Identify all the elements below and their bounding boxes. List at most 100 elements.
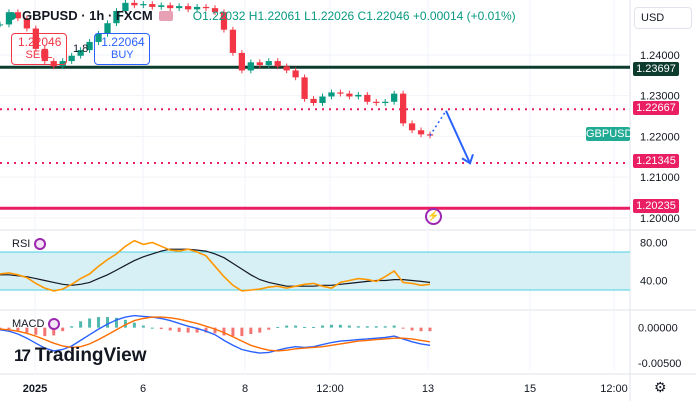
candle-body bbox=[50, 61, 57, 67]
candle-body bbox=[149, 4, 156, 7]
candle-body bbox=[283, 66, 290, 71]
candle-body bbox=[41, 48, 48, 62]
tradingview-logo[interactable]: 17 TradingView bbox=[14, 345, 147, 367]
macd-histogram-bar bbox=[177, 327, 181, 332]
chart-header: GBPUSD · 1h · FXCM O1.22032 H1.22061 L1.… bbox=[8, 8, 516, 23]
signal-line bbox=[0, 316, 431, 352]
candle-body bbox=[23, 18, 31, 29]
lightning-icon[interactable]: ⚡ bbox=[425, 208, 442, 225]
macd-histogram-bar bbox=[410, 327, 414, 331]
projection-arrow[interactable] bbox=[429, 110, 474, 165]
candle-body bbox=[408, 123, 416, 131]
rsi-tick-label: 40.00 bbox=[640, 276, 668, 288]
macd-histogram-bar bbox=[25, 327, 29, 333]
macd-tick-label: 0.00000 bbox=[638, 323, 678, 335]
macd-histogram-bar bbox=[249, 327, 253, 334]
macd-histogram-bar bbox=[419, 327, 423, 332]
macd-histogram-bar bbox=[186, 327, 190, 333]
buy-button[interactable]: 1.22064 BUY bbox=[94, 33, 151, 65]
macd-histogram-bar bbox=[294, 325, 298, 328]
projection-arrow-shaft[interactable] bbox=[445, 110, 471, 164]
macd-histogram-bar bbox=[285, 325, 289, 328]
candle-body bbox=[211, 8, 219, 13]
candle-body bbox=[373, 101, 380, 104]
macd-histogram-bar bbox=[132, 322, 136, 328]
buy-price: 1.22064 bbox=[101, 35, 145, 49]
macd-histogram-bar bbox=[0, 327, 2, 329]
candle-body bbox=[193, 6, 201, 10]
price-label-resistance: 1.23697 bbox=[633, 62, 679, 76]
candle-body bbox=[32, 28, 39, 49]
horizontal-levels[interactable] bbox=[0, 65, 630, 210]
sell-button[interactable]: 1.22046 SELL bbox=[11, 33, 67, 65]
macd-histogram-bar bbox=[276, 326, 280, 328]
price-tick-label: 1.21000 bbox=[640, 172, 680, 184]
candle-body bbox=[265, 61, 272, 66]
macd-histogram-bar bbox=[213, 327, 217, 334]
rsi-series bbox=[0, 239, 431, 292]
macd-histogram-bar bbox=[267, 327, 271, 330]
macd-histogram-bar bbox=[321, 325, 324, 328]
candle-body bbox=[59, 61, 66, 67]
projection-dotted-line[interactable] bbox=[429, 110, 447, 136]
candle-body bbox=[319, 96, 326, 104]
candle-body bbox=[14, 12, 22, 19]
candle-body bbox=[301, 77, 308, 99]
rsi-settings-icon[interactable] bbox=[34, 238, 47, 250]
time-tick-label: 15 bbox=[524, 383, 536, 395]
macd-series bbox=[0, 314, 432, 354]
rsi-label-text: RSI bbox=[12, 238, 31, 250]
candle-body bbox=[337, 92, 344, 94]
candle-body bbox=[77, 50, 84, 56]
spread-value: 1.8 bbox=[73, 43, 89, 55]
symbol-title[interactable]: GBPUSD · 1h · FXCM bbox=[22, 8, 153, 23]
candle-body bbox=[274, 61, 281, 67]
rsi-pane-label[interactable]: RSI bbox=[12, 238, 47, 250]
rsi-line bbox=[0, 239, 431, 292]
candle-body bbox=[364, 94, 371, 102]
macd-pane-label[interactable]: MACD bbox=[12, 318, 61, 330]
macd-histogram-bar bbox=[204, 327, 208, 333]
candle-body bbox=[140, 4, 147, 6]
macd-tick-label: -0.00500 bbox=[638, 358, 681, 370]
macd-histogram-bar bbox=[88, 318, 92, 328]
currency-button[interactable]: USD bbox=[634, 7, 692, 29]
rsi-tick-label: 80.00 bbox=[640, 238, 668, 250]
candle-body bbox=[328, 92, 335, 97]
macd-histogram-bar bbox=[428, 327, 432, 332]
time-tick-label: 2025 bbox=[23, 383, 47, 395]
candle-body bbox=[229, 29, 237, 53]
flag-icon bbox=[158, 10, 173, 21]
candle-body bbox=[391, 93, 398, 102]
macd-histogram-bar bbox=[258, 327, 262, 333]
candle-body bbox=[247, 62, 254, 71]
macd-settings-icon[interactable] bbox=[48, 318, 61, 330]
price-label-support: 1.20235 bbox=[633, 199, 679, 213]
macd-histogram-bar bbox=[231, 327, 235, 337]
macd-histogram-bar bbox=[338, 324, 342, 328]
candle-body bbox=[176, 6, 183, 9]
candle-body bbox=[310, 98, 317, 104]
sell-price: 1.22046 bbox=[18, 35, 62, 49]
ohlc-values: O1.22032 H1.22061 L1.22026 C1.22046 +0.0… bbox=[192, 8, 516, 23]
macd-histogram-bar bbox=[16, 327, 20, 331]
settings-gear-icon[interactable]: ⚙ bbox=[654, 379, 667, 395]
price-tick-label: 1.20000 bbox=[640, 213, 680, 225]
macd-histogram-bar bbox=[150, 327, 154, 329]
macd-histogram-bar bbox=[356, 326, 360, 328]
projection-arrow-head[interactable] bbox=[461, 153, 474, 165]
candle-body bbox=[131, 2, 138, 6]
macd-histogram-bar bbox=[240, 327, 244, 337]
macd-histogram-bar bbox=[195, 327, 199, 333]
candle-body bbox=[238, 52, 246, 71]
macd-histogram-bar bbox=[70, 326, 74, 328]
candle-body bbox=[346, 93, 353, 97]
candle-body bbox=[86, 41, 93, 51]
macd-histogram-bar bbox=[374, 326, 378, 328]
macd-histogram-bar bbox=[97, 317, 101, 328]
macd-histogram-bar bbox=[159, 327, 163, 330]
axes: 1.24000 1.23000 1.22000 1.21000 1.20000 2025 6… bbox=[23, 50, 682, 395]
time-tick-label: 12:00 bbox=[600, 383, 628, 395]
current-symbol-label: GBPUSD bbox=[586, 127, 633, 141]
